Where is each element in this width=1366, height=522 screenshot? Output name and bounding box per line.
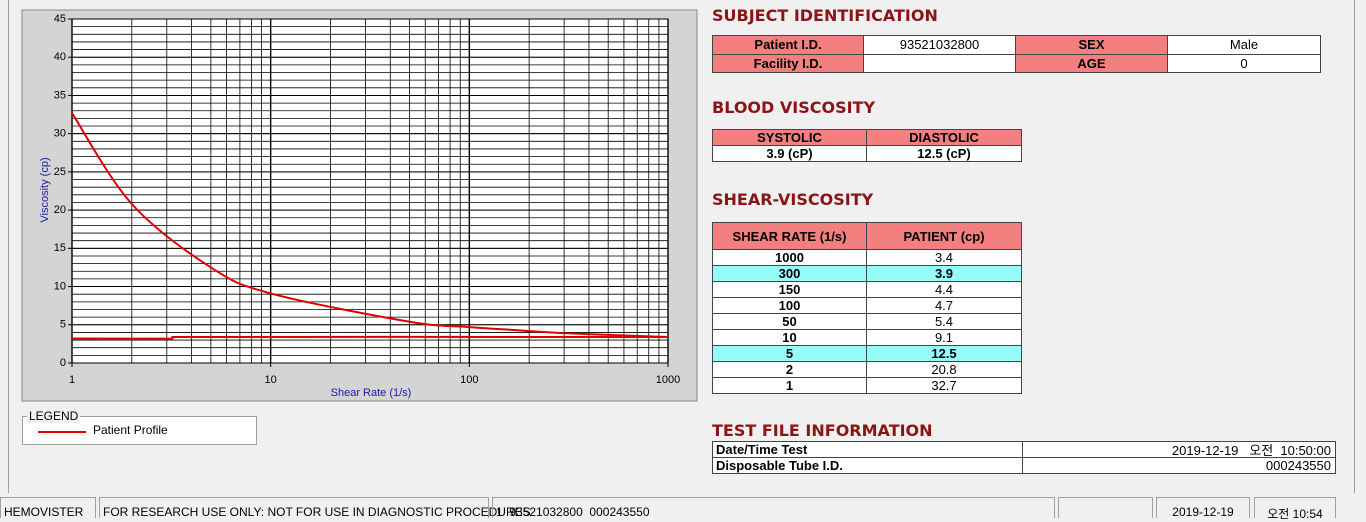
y-tick-label: 20: [54, 204, 66, 216]
y-axis-label: Viscosity (cp): [39, 157, 51, 222]
x-tick-label: 100: [460, 374, 478, 386]
table-cell: 3.9 (cP): [713, 146, 867, 162]
table-cell: Date/Time Test: [713, 442, 1023, 458]
table-cell: 1000: [713, 250, 867, 266]
table-cell: 100: [713, 298, 867, 314]
table-cell: 5: [713, 346, 867, 362]
table-cell: 2: [713, 362, 867, 378]
section-title: SHEAR-VISCOSITY: [712, 190, 874, 209]
table: Date/Time Test 2019-12-19 오전 10:50:00 Disp…: [712, 441, 1336, 474]
section-title: TEST FILE INFORMATION: [712, 421, 933, 440]
y-tick-label: 40: [54, 51, 66, 63]
table-cell: 300: [713, 266, 867, 282]
y-tick-label: 10: [54, 280, 66, 292]
x-tick-label: 1000: [656, 374, 680, 386]
legend-swatch: [38, 431, 86, 433]
table-cell: 000243550: [1023, 458, 1336, 474]
table-cell: 1: [713, 378, 867, 394]
table-cell: Facility I.D.: [713, 54, 864, 73]
y-tick-label: 0: [60, 357, 66, 369]
table-cell: [864, 54, 1016, 73]
table-header: SYSTOLIC: [713, 130, 867, 146]
data-line: [71, 335, 669, 340]
y-tick-label: 5: [60, 319, 66, 331]
x-tick-label: 1: [69, 374, 75, 386]
table-cell: Male: [1168, 36, 1321, 55]
table-cell: 12.5: [867, 346, 1022, 362]
table-cell: 50: [713, 314, 867, 330]
status-panel: 2019-12-19: [1156, 497, 1250, 519]
table: SHEAR RATE (1/s) PATIENT (cp) 1000 3.4 300 3.…: [712, 222, 1022, 394]
data-line: [71, 112, 669, 339]
frame-edge: [1354, 0, 1355, 493]
y-tick-label: 35: [54, 89, 66, 101]
table-cell: 93521032800: [864, 36, 1016, 55]
table-cell: AGE: [1016, 54, 1168, 73]
table-header: DIASTOLIC: [867, 130, 1022, 146]
table-cell: Patient I.D.: [713, 36, 864, 55]
status-panel: [1058, 497, 1153, 518]
legend: LEGEND Patient Profile: [22, 409, 257, 445]
status-panel: 1 93521032800 000243550: [492, 497, 1055, 519]
status-panel: 오전 10:54: [1254, 497, 1336, 521]
y-tick-label: 15: [54, 242, 66, 254]
plot-border: [71, 18, 669, 364]
frame-edge: [8, 0, 9, 493]
chart: Shear Rate (1/s) Viscosity (cp) 0 5 10 15 20…: [21, 9, 698, 402]
x-axis-label: Shear Rate (1/s): [331, 387, 412, 399]
section-title: BLOOD VISCOSITY: [712, 98, 876, 117]
table: Patient I.D. 93521032800 SEX Male Facility I…: [712, 35, 1321, 73]
x-tick-label: 10: [265, 374, 277, 386]
table-cell: 2019-12-19 오전 10:50:00: [1023, 442, 1336, 458]
y-tick-label: 30: [54, 128, 66, 140]
table-cell: 12.5 (cP): [867, 146, 1022, 162]
table-cell: 9.1: [867, 330, 1022, 346]
legend-title: LEGEND: [27, 409, 81, 423]
y-tick-label: 45: [54, 13, 66, 25]
table-cell: 32.7: [867, 378, 1022, 394]
table-cell: 20.8: [867, 362, 1022, 378]
y-tick-label: 25: [54, 166, 66, 178]
table: SYSTOLIC DIASTOLIC 3.9 (cP) 12.5 (cP): [712, 129, 1022, 162]
table-cell: Disposable Tube I.D.: [713, 458, 1023, 474]
table-cell: SEX: [1016, 36, 1168, 55]
table-cell: 3.4: [867, 250, 1022, 266]
table-cell: 3.9: [867, 266, 1022, 282]
table-cell: 4.4: [867, 282, 1022, 298]
table-cell: 150: [713, 282, 867, 298]
plot-area: [72, 19, 668, 363]
table-cell: 4.7: [867, 298, 1022, 314]
status-panel: FOR RESEARCH USE ONLY: NOT FOR USE IN DI…: [99, 497, 531, 519]
table-cell: 5.4: [867, 314, 1022, 330]
table-cell: 10: [713, 330, 867, 346]
table-header: PATIENT (cp): [867, 223, 1022, 250]
table-header: SHEAR RATE (1/s): [713, 223, 867, 250]
status-panel: HEMOVISTER: [0, 497, 96, 519]
legend-label: Patient Profile: [93, 423, 168, 437]
table-cell: 0: [1168, 54, 1321, 73]
section-title: SUBJECT IDENTIFICATION: [712, 6, 938, 25]
